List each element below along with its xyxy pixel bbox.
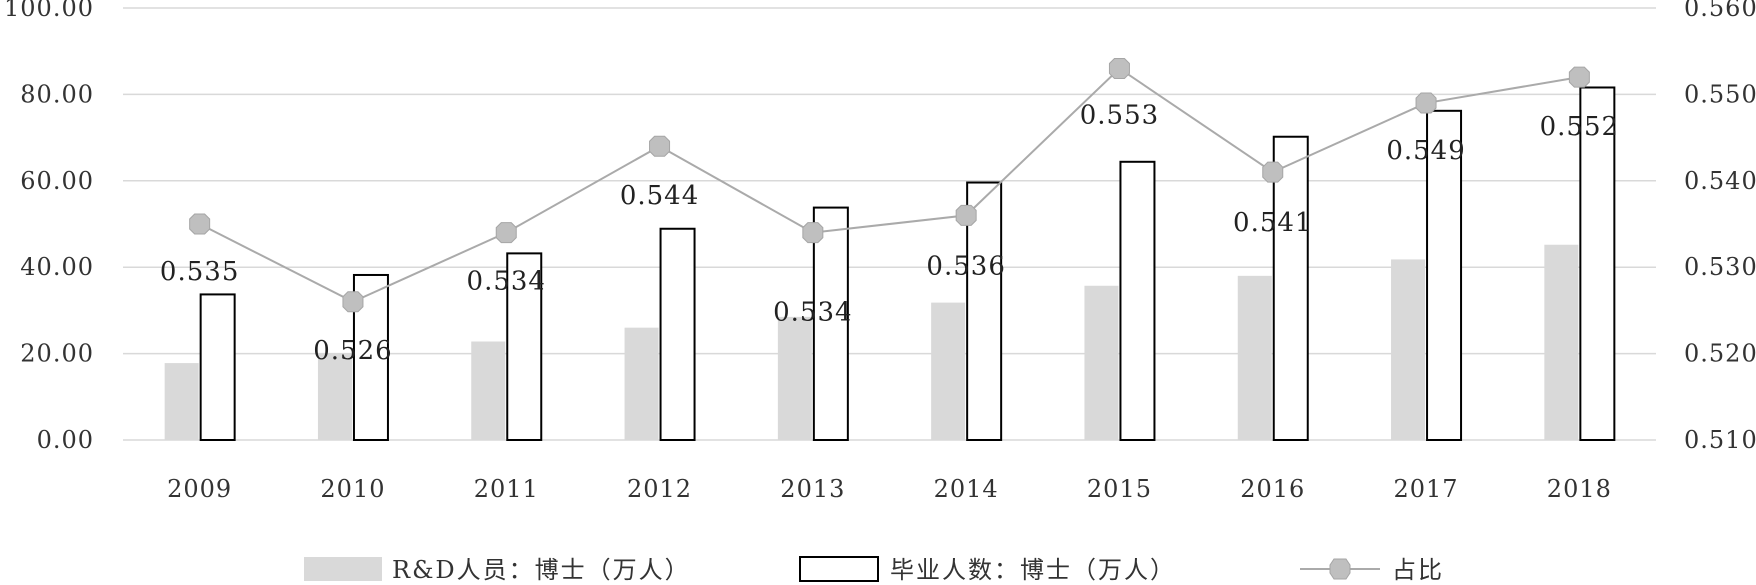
bar-rd-doctors [1544,244,1579,440]
bar-rd-doctors [931,302,966,440]
x-axis-tick-label: 2013 [780,475,845,503]
ratio-line-path [199,67,1580,303]
x-axis-tick-label: 2018 [1547,475,1612,503]
left-axis-tick-label: 80.00 [20,80,94,108]
bar-graduates [966,181,1003,441]
x-axis-tick-label: 2010 [320,475,385,503]
x-axis-tick-label: 2016 [1240,475,1305,503]
x-axis-tick-label: 2012 [627,475,692,503]
x-axis-tick-label: 2011 [474,475,539,503]
ratio-point [802,222,824,244]
left-axis-tick-label: 60.00 [20,167,94,195]
ratio-point [649,135,671,157]
ratio-point [1262,161,1284,183]
bar-graduates [812,206,849,441]
ratio-data-label: 0.552 [1540,112,1619,142]
x-axis-tick-label: 2017 [1394,475,1459,503]
bar-graduates [1579,86,1616,441]
legend-swatch-rd-doctors [304,557,382,581]
bars [164,86,1616,442]
bar-graduates [1426,109,1463,441]
legend-marker-ratio [1329,558,1351,580]
ratio-data-label: 0.534 [467,267,546,297]
right-axis-tick-label: 0.510 [1684,426,1756,454]
right-axis-tick-label: 0.540 [1684,167,1756,195]
ratio-point [495,222,517,244]
ratio-data-label: 0.535 [160,257,239,287]
right-axis-tick-label: 0.530 [1684,253,1756,281]
x-axis-tick-label: 2015 [1087,475,1152,503]
ratio-data-label: 0.534 [773,298,852,328]
legend-label-rd-doctors: R&D人员：博士（万人） [392,556,691,584]
left-axis-ticks: 0.00 20.00 40.00 60.00 80.00 100.00 [4,0,94,454]
ratio-data-label: 0.536 [926,251,1005,281]
right-axis-tick-label: 0.520 [1684,340,1756,368]
bar-graduates [199,293,236,441]
legend-swatch-graduates [799,556,879,582]
legend: R&D人员：博士（万人） 毕业人数：博士（万人） 占比 [304,556,1444,584]
ratio-point [1415,92,1437,114]
ratio-point [1568,66,1590,88]
left-axis-tick-label: 40.00 [20,253,94,281]
x-axis-tick-label: 2009 [167,475,232,503]
ratio-point [955,204,977,226]
ratio-point [189,213,211,235]
left-axis-tick-label: 20.00 [20,340,94,368]
ratio-point [1108,57,1130,79]
bar-rd-doctors [317,353,352,440]
right-axis-tick-label: 0.550 [1684,80,1756,108]
ratio-data-label: 0.549 [1386,136,1465,166]
x-axis-ticks: 2009 2010 2011 2012 2013 2014 2015 2016 2017 2018 [167,475,1612,503]
bar-graduates [659,227,696,441]
bar-graduates [506,252,543,441]
bar-rd-doctors [777,316,812,440]
right-axis-ticks: 0.510 0.520 0.530 0.540 0.550 0.560 [1684,0,1756,454]
bar-rd-doctors [1391,259,1426,440]
bar-rd-doctors [1237,275,1272,440]
left-axis-tick-label: 100.00 [4,0,94,22]
bar-rd-doctors [1084,285,1119,440]
bar-graduates [1119,160,1156,442]
bar-rd-doctors [164,363,199,440]
ratio-point [342,291,364,313]
x-axis-tick-label: 2014 [934,475,999,503]
legend-label-ratio: 占比 [1392,556,1444,584]
ratio-data-label: 0.544 [620,181,699,211]
bar-rd-doctors [471,341,506,440]
bar-rd-doctors [624,327,659,440]
ratio-data-label: 0.526 [313,336,392,366]
right-axis-tick-label: 0.560 [1684,0,1756,22]
left-axis-tick-label: 0.00 [37,426,94,454]
ratio-line [189,57,1590,313]
ratio-data-label: 0.553 [1080,100,1159,130]
ratio-data-label: 0.541 [1233,208,1312,238]
legend-label-graduates: 毕业人数：博士（万人） [890,556,1176,584]
bar-graduates [1272,135,1309,441]
ratio-data-labels: 0.535 0.526 0.534 0.544 0.534 0.536 0.553 0.541… [160,100,1619,366]
